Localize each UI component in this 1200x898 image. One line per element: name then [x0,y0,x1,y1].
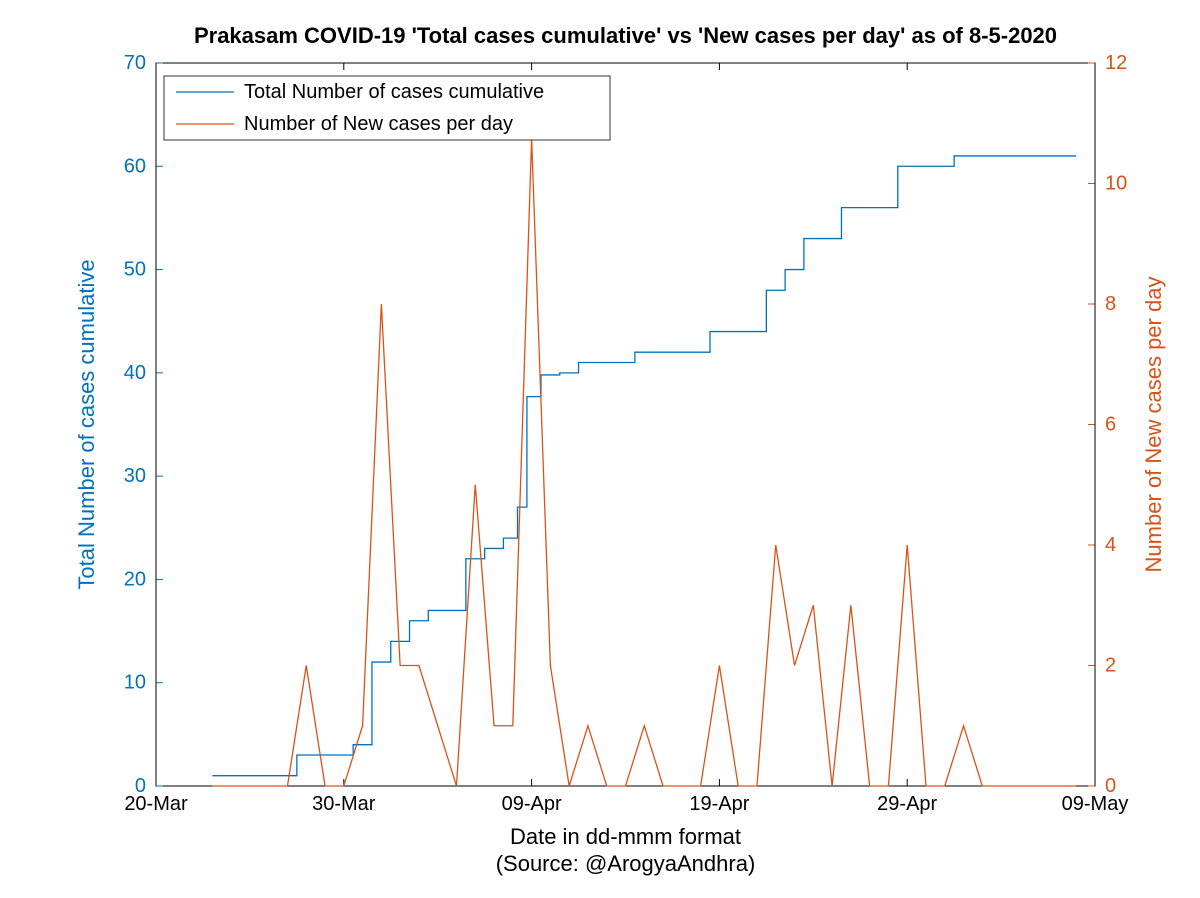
y-right-tick-label: 6 [1105,414,1116,436]
y-right-tick-label: 10 [1105,173,1127,195]
y-right-ticks: 0 2 4 6 8 10 12 [1088,52,1127,797]
y-left-tick-label: 60 [124,155,146,177]
chart-title: Prakasam COVID-19 'Total cases cumulativ… [194,23,1057,48]
x-tick-label: 29-Apr [877,793,937,815]
series-newcases [212,138,1076,786]
x-tick-label: 09-May [1062,793,1129,815]
x-tick-label: 20-Mar [124,793,188,815]
x-axis-ticks: 20-Mar 30-Mar 09-Apr 19-Apr 29-Apr 09-May [124,63,1128,815]
y-left-tick-label: 70 [124,52,146,74]
y-left-ticks: 0 10 20 30 40 50 60 70 [124,52,163,797]
y-right-tick-label: 4 [1105,534,1116,556]
y-left-label: Total Number of cases cumulative [74,259,99,589]
y-right-tick-label: 8 [1105,293,1116,315]
legend-label-newcases: Number of New cases per day [244,113,513,135]
x-axis-label-line1: Date in dd-mmm format [510,824,741,849]
x-tick-label: 19-Apr [689,793,749,815]
y-left-tick-label: 0 [135,775,146,797]
x-tick-label: 30-Mar [312,793,376,815]
chart-root: 20-Mar 30-Mar 09-Apr 19-Apr 29-Apr 09-May 0 10… [0,0,1200,898]
y-left-tick-label: 40 [124,362,146,384]
legend: Total Number of cases cumulative Number … [164,76,610,140]
y-left-tick-label: 20 [124,568,146,590]
y-right-tick-label: 0 [1105,775,1116,797]
chart-svg: 20-Mar 30-Mar 09-Apr 19-Apr 29-Apr 09-May 0 10… [0,0,1200,898]
x-axis-label-line2: (Source: @ArogyaAndhra) [496,851,756,876]
y-left-tick-label: 10 [124,672,146,694]
y-right-label: Number of New cases per day [1141,277,1166,573]
plot-area [156,63,1095,786]
x-tick-label: 09-Apr [502,793,562,815]
y-left-tick-label: 30 [124,465,146,487]
y-left-tick-label: 50 [124,259,146,281]
y-right-tick-label: 2 [1105,655,1116,677]
legend-label-cumulative: Total Number of cases cumulative [244,81,544,103]
series-cumulative [212,156,1076,776]
y-right-tick-label: 12 [1105,52,1127,74]
